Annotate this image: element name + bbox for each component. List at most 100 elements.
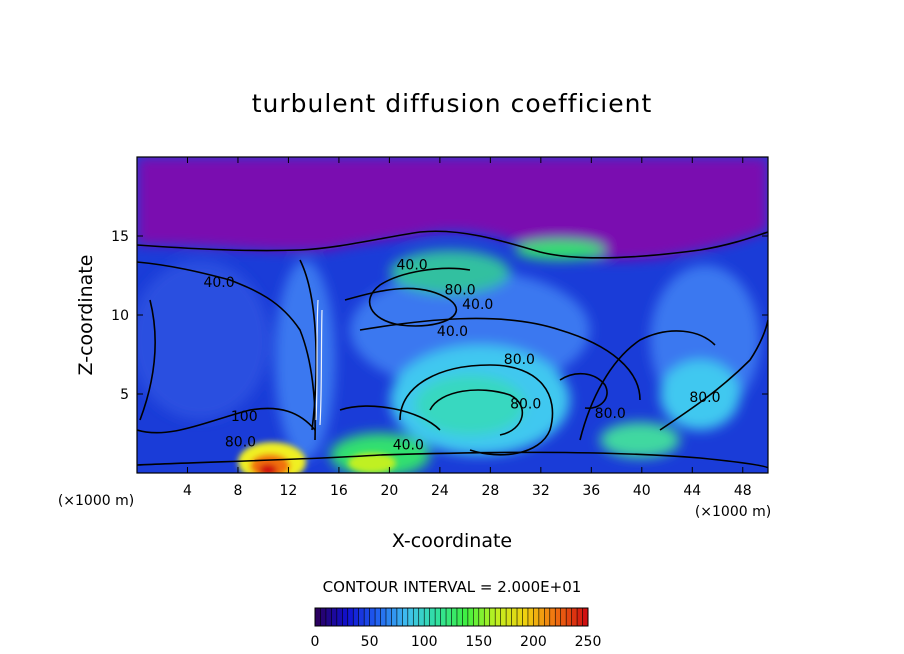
z-axis-unit: (×1000 m)	[695, 504, 771, 520]
contour-label: 80.0	[444, 283, 475, 299]
colorbar-cell	[347, 608, 354, 626]
colorbar-cell	[402, 608, 409, 626]
x-tick-label: 40	[633, 483, 651, 499]
plot-area: 40.040.080.040.040.080.080.080.080.040.0…	[111, 156, 769, 499]
contour-line	[344, 267, 471, 327]
contour-line	[559, 372, 608, 409]
colorbar-cell	[473, 608, 480, 626]
colorbar-cell	[533, 608, 540, 626]
plume-highlight	[319, 309, 323, 426]
x-tick-label: 8	[233, 483, 242, 499]
colorbar-cell	[385, 608, 392, 626]
colorbar-cell	[549, 608, 556, 626]
contour-line	[399, 364, 554, 456]
colorbar-tick-label: 50	[361, 634, 379, 650]
contour-line	[579, 330, 716, 441]
colorbar-ticks: 0 50 100 150 200 250	[311, 634, 602, 650]
colorbar-cell	[522, 608, 529, 626]
field-blob-left-pale	[137, 260, 270, 420]
colorbar-cell	[451, 608, 458, 626]
colorbar-cell	[320, 608, 327, 626]
colorbar-cell	[375, 608, 381, 626]
colorbar-cell	[538, 608, 545, 626]
contour-line	[137, 230, 768, 259]
colorbar-tick-label: 100	[411, 634, 438, 650]
x-axis-ticks: 4 8 12 16 20 24 28 32 36 40 44 48	[183, 157, 752, 499]
colorbar-cell	[435, 608, 441, 626]
contour-label: 80.0	[510, 396, 541, 412]
contour-label: 40.0	[462, 297, 493, 313]
colorbar-cell	[456, 608, 463, 626]
contour-label: 80.0	[225, 434, 256, 450]
colorbar-cell	[391, 608, 398, 626]
x-tick-label: 32	[532, 483, 550, 499]
contour-labels: 40.040.080.040.040.080.080.080.080.040.0…	[203, 257, 720, 453]
contour-label: 40.0	[393, 438, 424, 454]
colorbar-cell	[413, 608, 420, 626]
colorbar-tick-label: 150	[465, 634, 492, 650]
field-blob-cloud	[390, 250, 510, 294]
colorbar-cell	[446, 608, 452, 626]
field-blob-hot-red	[259, 464, 277, 473]
colorbar-cell	[517, 608, 523, 626]
colorbar-cell	[484, 608, 491, 626]
colorbar-cell	[571, 608, 578, 626]
colorbar-cell	[424, 608, 430, 626]
contour-line	[359, 317, 641, 401]
colorbar-cells	[314, 608, 589, 626]
colorbar-cell	[315, 608, 321, 626]
colorbar-cell	[364, 608, 370, 626]
y-tick-label: 10	[111, 308, 129, 324]
plume-highlight	[315, 299, 319, 421]
y-tick-label: 15	[111, 229, 129, 245]
colorbar-cell	[560, 608, 567, 626]
colorbar-cell	[506, 608, 512, 626]
chart-title: turbulent diffusion coefficient	[252, 89, 653, 118]
colorbar-cell	[577, 608, 583, 626]
colorbar-cell	[429, 608, 436, 626]
x-tick-label: 24	[431, 483, 449, 499]
contour-label: 100	[231, 409, 258, 425]
field-blob-plume	[275, 260, 335, 460]
field-blob-vortex-core	[415, 375, 525, 435]
colorbar-cell	[358, 608, 365, 626]
colorbar-cell	[555, 608, 561, 626]
x-axis-label: X-coordinate	[392, 530, 512, 552]
x-tick-label: 16	[330, 483, 348, 499]
y-tick-label: 5	[120, 387, 129, 403]
y-axis-label: Z-coordinate	[75, 255, 97, 376]
contour-line	[659, 319, 768, 431]
x-tick-label: 12	[280, 483, 298, 499]
colorbar-cell	[478, 608, 485, 626]
colorbar-cell	[440, 608, 447, 626]
contour-line	[339, 405, 441, 431]
field-blob-bottom-right-green	[600, 422, 680, 458]
colorbar-cell	[336, 608, 343, 626]
colorbar: 0 50 100 150 200 250	[311, 607, 602, 650]
colorbar-cell	[500, 608, 507, 626]
contour-label: 40.0	[203, 275, 234, 291]
contour-line	[139, 299, 156, 421]
colorbar-cell	[566, 608, 572, 626]
plume-highlights	[315, 299, 323, 426]
colorbar-cell	[495, 608, 501, 626]
contour-line	[137, 451, 768, 469]
colorbar-cell	[467, 608, 474, 626]
heatmap-field	[137, 157, 768, 473]
colorbar-cell	[342, 608, 349, 626]
colorbar-cell	[489, 608, 496, 626]
field-blob-right-cyan	[660, 360, 740, 430]
colorbar-cell	[418, 608, 425, 626]
colorbar-cell	[369, 608, 376, 626]
colorbar-cell	[511, 608, 518, 626]
contour-label: 80.0	[595, 406, 626, 422]
colorbar-cell	[544, 608, 551, 626]
x-tick-label: 48	[734, 483, 752, 499]
contour-label: 80.0	[689, 390, 720, 406]
x-tick-label: 36	[582, 483, 600, 499]
colorbar-cell	[527, 608, 534, 626]
contour-label: 80.0	[504, 352, 535, 368]
contour-line	[137, 407, 316, 434]
x-tick-label: 20	[380, 483, 398, 499]
field-blob-warm-yellow	[348, 453, 396, 473]
